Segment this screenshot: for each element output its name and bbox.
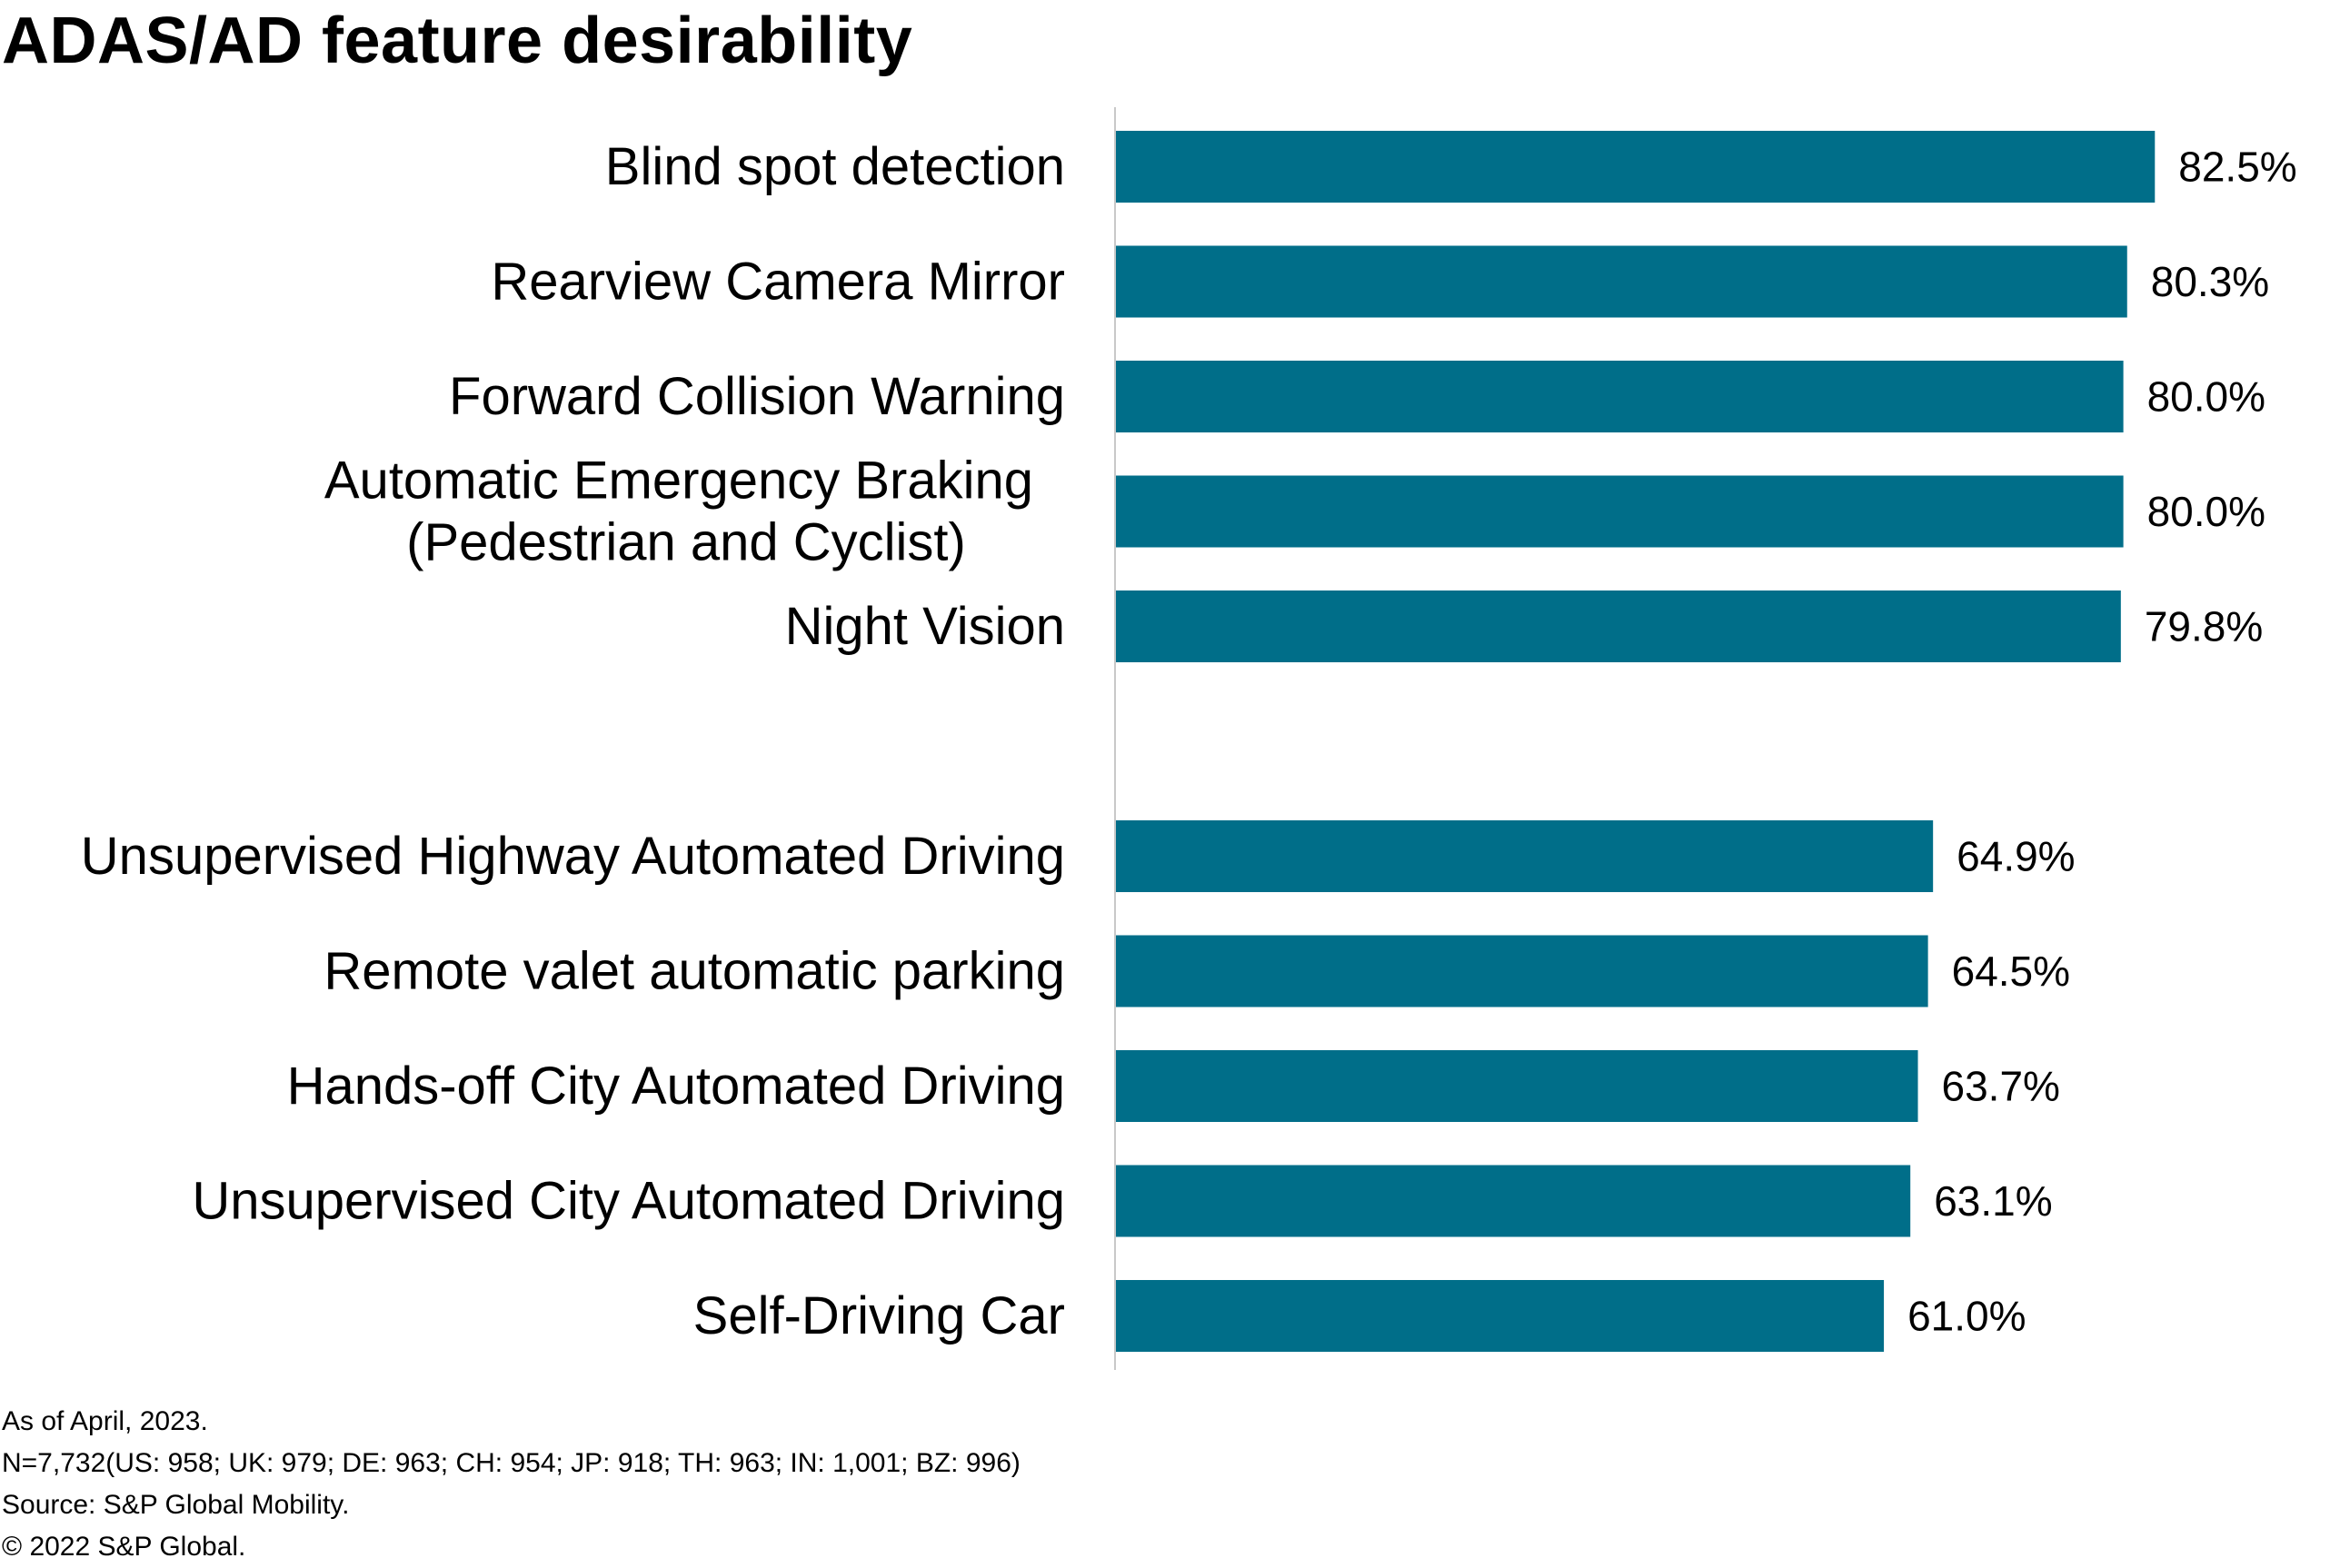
bar-9 bbox=[1115, 1280, 1885, 1352]
category-label-8: Unsupervised City Automated Driving bbox=[192, 1172, 1065, 1231]
value-labels-layer: 82.5% 80.3% 80.0% 80.0% 79.8% 64.9% 64.5% 63.7%… bbox=[1907, 144, 2297, 1340]
category-label-5: Unsupervised Highway Automated Driving bbox=[81, 827, 1065, 886]
bar-8 bbox=[1115, 1165, 1911, 1237]
footnote-source: Source: S&P Global Mobility. bbox=[2, 1490, 350, 1520]
bar-5 bbox=[1115, 820, 1934, 892]
category-label-4-line-0: Night Vision bbox=[785, 597, 1065, 656]
category-label-5-line-0: Unsupervised Highway Automated Driving bbox=[81, 827, 1065, 886]
bar-6 bbox=[1115, 935, 1928, 1007]
category-label-1: Rearview Camera Mirror bbox=[491, 253, 1065, 312]
category-label-1-line-0: Rearview Camera Mirror bbox=[491, 253, 1065, 312]
bar-0 bbox=[1115, 131, 2156, 203]
category-label-2: Forward Collision Warning bbox=[449, 367, 1065, 426]
value-label-9: 61.0% bbox=[1907, 1293, 2026, 1340]
value-label-6: 64.5% bbox=[1952, 948, 2070, 995]
value-label-5: 64.9% bbox=[1957, 833, 2075, 880]
bar-4 bbox=[1115, 590, 2121, 662]
category-label-7: Hands-off City Automated Driving bbox=[287, 1057, 1065, 1116]
category-label-8-line-0: Unsupervised City Automated Driving bbox=[192, 1172, 1065, 1231]
footnote-sample-size: N=7,732(US: 958; UK: 979; DE: 963; CH: 9… bbox=[2, 1448, 1021, 1478]
chart-title: ADAS/AD feature desirability bbox=[2, 5, 913, 77]
value-label-7: 63.7% bbox=[1942, 1063, 2060, 1110]
category-label-2-line-0: Forward Collision Warning bbox=[449, 367, 1065, 426]
category-labels-layer: Blind spot detection Rearview Camera Mirr… bbox=[81, 137, 1065, 1345]
bar-3 bbox=[1115, 475, 2124, 548]
category-label-3-line-1: (Pedestrian and Cyclist) bbox=[406, 513, 966, 572]
footnotes: As of April, 2023. N=7,732(US: 958; UK: … bbox=[2, 1401, 1021, 1568]
category-label-9: Self-Driving Car bbox=[693, 1286, 1065, 1345]
value-label-4: 79.8% bbox=[2145, 603, 2263, 650]
value-label-0: 82.5% bbox=[2178, 144, 2296, 191]
footnote-date: As of April, 2023. bbox=[2, 1406, 208, 1436]
category-label-0: Blind spot detection bbox=[605, 137, 1065, 196]
category-label-9-line-0: Self-Driving Car bbox=[693, 1286, 1065, 1345]
category-label-3-line-0: Automatic Emergency Braking bbox=[324, 452, 1048, 511]
bar-1 bbox=[1115, 245, 2127, 318]
bar-7 bbox=[1115, 1050, 1918, 1122]
footnote-copyright: © 2022 S&P Global. bbox=[2, 1532, 246, 1562]
category-label-7-line-0: Hands-off City Automated Driving bbox=[287, 1057, 1065, 1116]
value-label-1: 80.3% bbox=[2151, 258, 2269, 305]
value-label-3: 80.0% bbox=[2147, 488, 2265, 535]
value-label-2: 80.0% bbox=[2147, 373, 2265, 421]
bars-layer bbox=[1115, 131, 2156, 1352]
bar-2 bbox=[1115, 361, 2124, 432]
category-label-6: Remote valet automatic parking bbox=[324, 942, 1065, 1001]
category-label-6-line-0: Remote valet automatic parking bbox=[324, 942, 1065, 1001]
category-label-4: Night Vision bbox=[785, 597, 1065, 656]
category-label-0-line-0: Blind spot detection bbox=[605, 137, 1065, 196]
category-label-3: Automatic Emergency Braking (Pedestrian … bbox=[324, 452, 1048, 572]
value-label-8: 63.1% bbox=[1934, 1177, 2052, 1225]
